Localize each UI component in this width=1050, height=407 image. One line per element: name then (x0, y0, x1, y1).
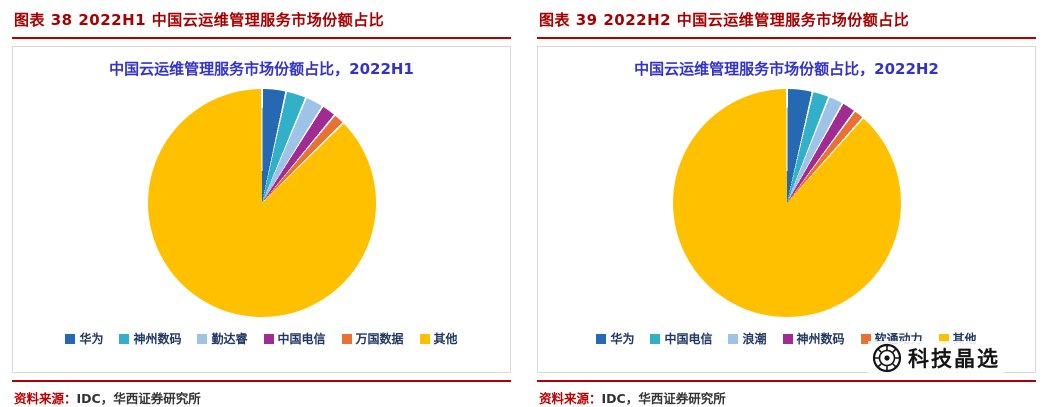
source-line: 资料来源：IDC，华西证券研究所 (537, 382, 1036, 407)
legend-item: 中国电信 (650, 330, 712, 347)
legend-swatch (860, 333, 871, 344)
figure-caption: 图表 38 2022H1 中国云运维管理服务市场份额占比 (14, 11, 385, 29)
watermark-text: 科技晶选 (908, 347, 1000, 371)
legend-swatch (419, 333, 430, 344)
figure-caption: 图表 39 2022H2 中国云运维管理服务市场份额占比 (539, 11, 910, 29)
pie-chart-2022h2 (672, 89, 901, 317)
source-rule (12, 380, 511, 383)
legend-swatch (782, 333, 793, 344)
legend-label: 神州数码 (796, 332, 845, 346)
legend-swatch (341, 333, 352, 344)
legend: 华为 神州数码 勤达睿 中国电信 万国数据 其他 (65, 330, 458, 347)
legend-label: 华为 (610, 332, 635, 346)
legend-item: 神州数码 (782, 330, 845, 347)
legend-swatch (596, 333, 607, 344)
legend-swatch (263, 333, 274, 344)
header-rule (537, 37, 1036, 39)
chart-title: 中国云运维管理服务市场份额占比，2022H1 (109, 60, 414, 78)
legend-item: 中国电信 (263, 330, 326, 347)
legend-label: 中国电信 (664, 332, 713, 346)
legend-swatch (65, 333, 76, 344)
legend-label: 万国数据 (355, 332, 404, 346)
panel-2022h1: 图表 38 2022H1 中国云运维管理服务市场份额占比 中国云运维管理服务市场… (12, 11, 511, 407)
legend-item: 华为 (596, 330, 634, 347)
tech-emblem-icon (872, 343, 902, 373)
legend-item: 浪潮 (728, 330, 767, 347)
chart-area-2022h1: 中国云运维管理服务市场份额占比，2022H1 华为 神州数码 勤达睿 中国电信 万国数据… (12, 46, 511, 374)
source-text: IDC，华西证券研究所 (76, 391, 201, 407)
legend-swatch (119, 333, 130, 344)
legend-label: 勤达睿 (211, 332, 248, 346)
legend-item: 万国数据 (341, 330, 404, 347)
source-text: IDC，华西证券研究所 (601, 391, 726, 407)
source-rule (537, 380, 1036, 383)
legend-swatch (197, 333, 208, 344)
legend-label: 华为 (79, 332, 104, 346)
chart-title: 中国云运维管理服务市场份额占比，2022H2 (634, 60, 939, 78)
legend-label: 中国电信 (277, 332, 326, 346)
legend-item: 其他 (419, 330, 458, 347)
legend-label: 其他 (433, 332, 458, 346)
legend-swatch (650, 333, 661, 344)
legend-swatch (938, 333, 949, 344)
legend-item: 华为 (65, 330, 103, 347)
source-label: 资料来源： (14, 391, 77, 407)
chart-area-2022h2: 中国云运维管理服务市场份额占比，2022H2 华为 中国电信 浪潮 神州数码 软通动力其… (537, 46, 1036, 374)
watermark: 科技晶选 (868, 341, 1004, 375)
legend-item: 勤达睿 (197, 330, 248, 347)
legend-label: 神州数码 (133, 332, 182, 346)
legend-item: 神州数码 (119, 330, 181, 347)
pie-chart-2022h1 (147, 89, 376, 317)
legend-swatch (728, 333, 739, 344)
source-label: 资料来源： (539, 391, 602, 407)
legend-label: 浪潮 (742, 332, 767, 346)
header-rule (12, 37, 511, 39)
source-line: 资料来源：IDC，华西证券研究所 (12, 382, 511, 407)
